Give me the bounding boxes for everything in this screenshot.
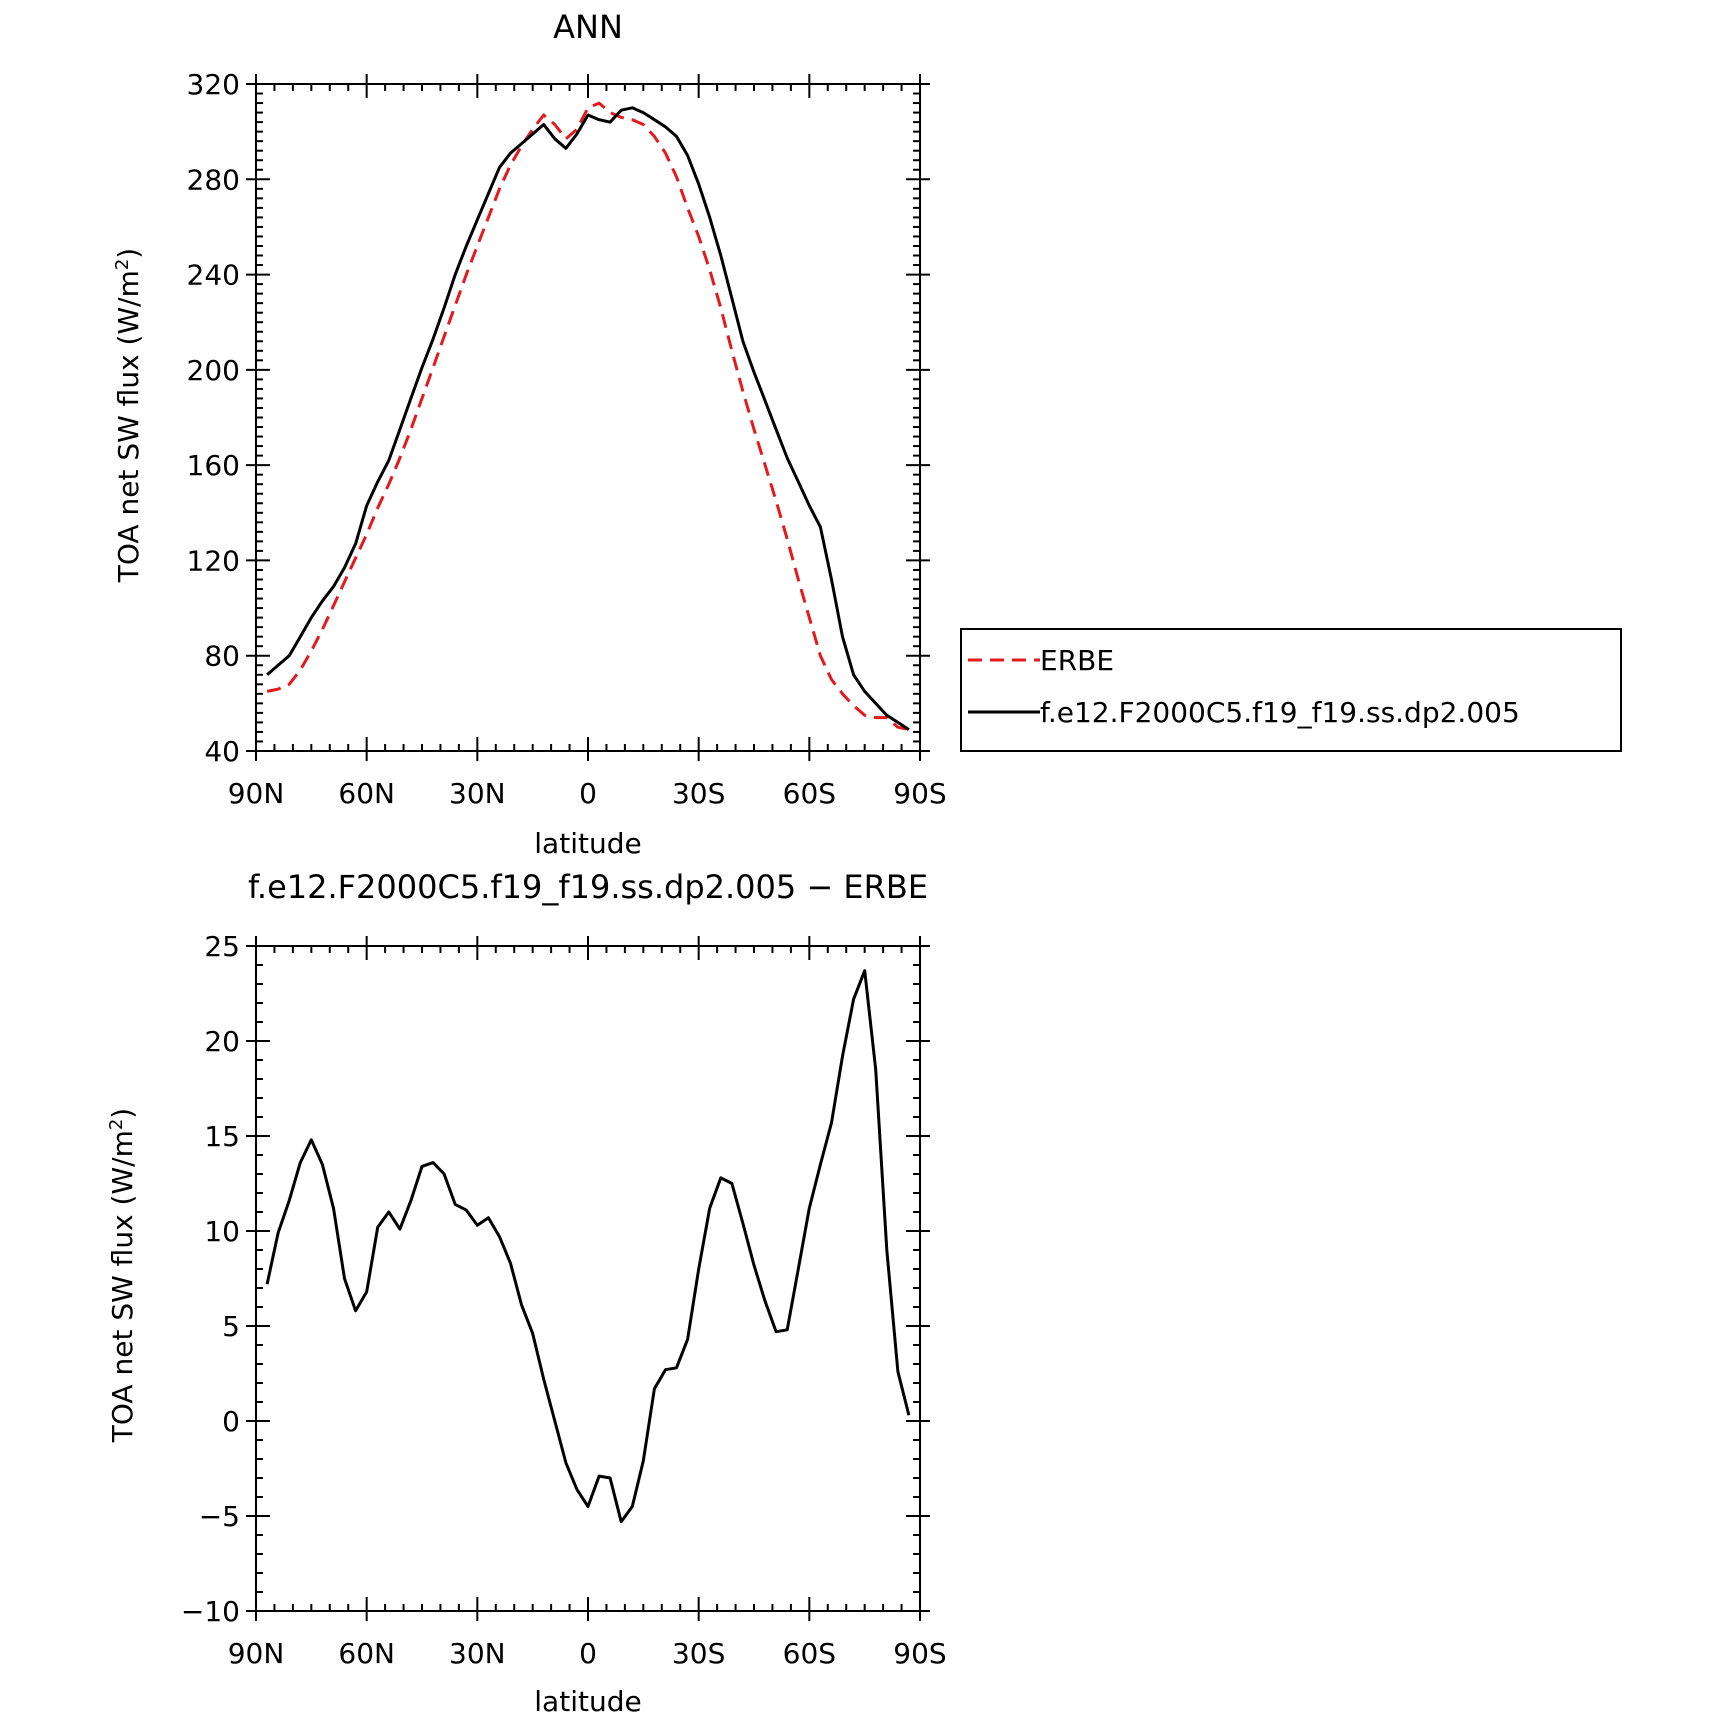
bottom-plot-frame [255,945,921,1612]
bottom-y-tick-label: 5 [222,1310,240,1343]
bottom-plot: 90N 60N 30N 0 30S 60S 90S −10 −5 0 5 10 15 20 25 [181,930,947,1670]
top-y-tick-label: 160 [187,449,240,482]
top-x-tick-label: 30N [449,777,506,810]
top-x-tick-label: 60N [338,777,395,810]
top-series-line-0 [266,101,910,732]
top-plot-frame [255,83,921,752]
top-x-tick-label: 0 [579,777,597,810]
bottom-y-axis-title-close: ) [106,1108,139,1119]
bottom-y-axis-title-text: TOA net SW flux (W/m [106,1130,139,1443]
top-y-axis-title-sup: 2 [112,259,133,270]
top-panel: ANN 90N 60N 30N 0 30S 60S 90S 40 80 120 160 200 240 2… [112,8,947,860]
bottom-x-tick-label: 60N [338,1637,395,1670]
legend-label-erbe: ERBE [1040,644,1114,677]
bottom-y-tick-label: 15 [204,1120,240,1153]
bottom-series-line-0 [265,969,911,1524]
bottom-x-tick-label: 0 [579,1637,597,1670]
legend-box [960,628,1622,752]
bottom-panel: f.e12.F2000C5.f19_f19.ss.dp2.005 − ERBE … [106,868,947,1713]
top-y-tick-label: 320 [187,68,240,101]
bottom-y-tick-label: 10 [204,1215,240,1248]
top-y-tick-label: 200 [187,354,240,387]
top-y-axis-title-text: TOA net SW flux (W/m [112,270,145,583]
top-plot: 90N 60N 30N 0 30S 60S 90S 40 80 120 160 200 240 280 32… [187,68,947,810]
bottom-x-tick-label: 30N [449,1637,506,1670]
bottom-x-tick-label: 90N [228,1637,285,1670]
bottom-y-axis-title-sup: 2 [106,1119,127,1130]
top-x-tick-label: 30S [672,777,725,810]
bottom-y-tick-label: 20 [204,1025,240,1058]
top-y-tick-label: 240 [187,259,240,292]
top-y-tick-label: 120 [187,544,240,577]
legend: ERBE f.e12.F2000C5.f19_f19.ss.dp2.005 [960,628,1622,752]
bottom-panel-title: f.e12.F2000C5.f19_f19.ss.dp2.005 − ERBE [248,868,928,906]
bottom-y-tick-label: 0 [222,1405,240,1438]
bottom-x-axis-title: latitude [534,1685,641,1713]
bottom-y-tick-label: −10 [181,1595,240,1628]
bottom-y-tick-label: 25 [204,930,240,963]
top-x-tick-label: 60S [783,777,836,810]
top-panel-title: ANN [553,8,623,46]
top-y-axis-title-close: ) [112,248,145,259]
bottom-y-tick-label: −5 [199,1500,240,1533]
top-series-line-1 [266,106,910,731]
top-y-tick-label: 80 [204,640,240,673]
bottom-x-tick-label: 30S [672,1637,725,1670]
top-x-tick-label: 90N [228,777,285,810]
top-y-axis-title: TOA net SW flux (W/m2) [112,248,146,583]
top-x-axis-title: latitude [534,827,641,860]
bottom-x-tick-label: 90S [893,1637,946,1670]
top-x-tick-label: 90S [893,777,946,810]
bottom-x-tick-label: 60S [783,1637,836,1670]
legend-label-model: f.e12.F2000C5.f19_f19.ss.dp2.005 [1040,696,1520,729]
top-y-tick-label: 40 [204,735,240,768]
bottom-y-axis-title: TOA net SW flux (W/m2) [106,1108,140,1443]
top-y-tick-label: 280 [187,163,240,196]
